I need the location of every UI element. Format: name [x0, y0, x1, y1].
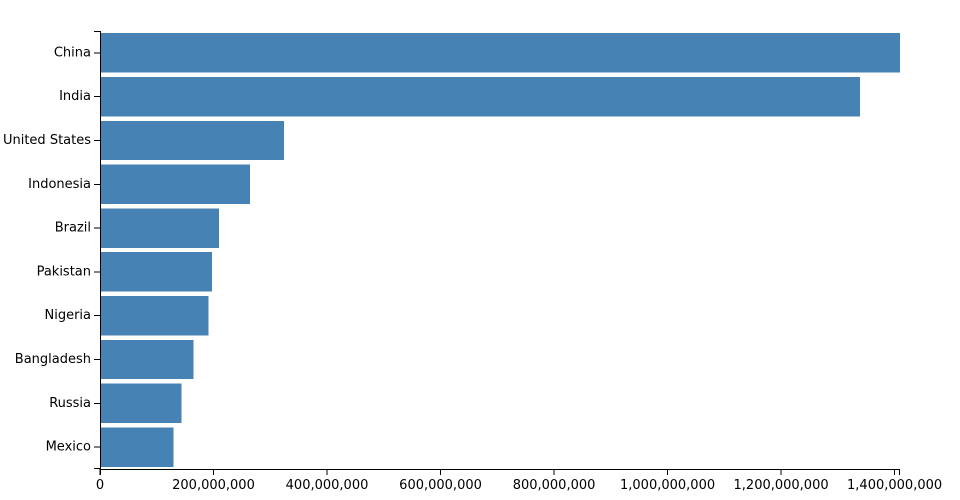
bar-mexico — [100, 427, 174, 467]
x-tick-label: 1,000,000,000 — [620, 478, 715, 493]
y-tick-label: Russia — [49, 396, 91, 411]
y-tick-label: Brazil — [55, 221, 91, 236]
bar-china — [100, 33, 900, 73]
x-tick-label: 200,000,000 — [172, 478, 255, 493]
y-tick-label: Nigeria — [44, 308, 91, 323]
bar-nigeria — [100, 295, 209, 336]
y-axis: China India United States Indonesia Brazil Pa… — [3, 31, 101, 469]
bar-india — [100, 76, 861, 117]
x-tick-label: 0 — [96, 478, 104, 493]
x-axis-line — [100, 469, 900, 475]
bar-pakistan — [100, 252, 212, 292]
bar-brazil — [100, 208, 219, 248]
bar-bangladesh — [100, 339, 194, 380]
x-tick-label: 1,400,000,000 — [847, 478, 942, 493]
y-tick-label: Bangladesh — [15, 352, 91, 367]
x-tick-label: 600,000,000 — [399, 478, 482, 493]
y-tick-label: United States — [3, 133, 91, 148]
y-axis-line — [94, 31, 101, 469]
bars-group — [100, 33, 900, 467]
bar-united-states — [100, 120, 285, 161]
bar-indonesia — [100, 164, 250, 205]
x-tick-label: 800,000,000 — [513, 478, 596, 493]
x-tick-label: 400,000,000 — [286, 478, 369, 493]
x-tick-label: 1,200,000,000 — [734, 478, 829, 493]
y-tick-label: Indonesia — [28, 177, 91, 192]
bar-russia — [100, 383, 182, 424]
y-tick-label: China — [54, 45, 91, 60]
x-axis: 0 200,000,000 400,000,000 600,000,000 800,00… — [96, 469, 942, 493]
y-tick-label: Mexico — [46, 440, 91, 455]
y-tick-label: India — [59, 89, 91, 104]
y-tick-label: Pakistan — [37, 264, 91, 279]
